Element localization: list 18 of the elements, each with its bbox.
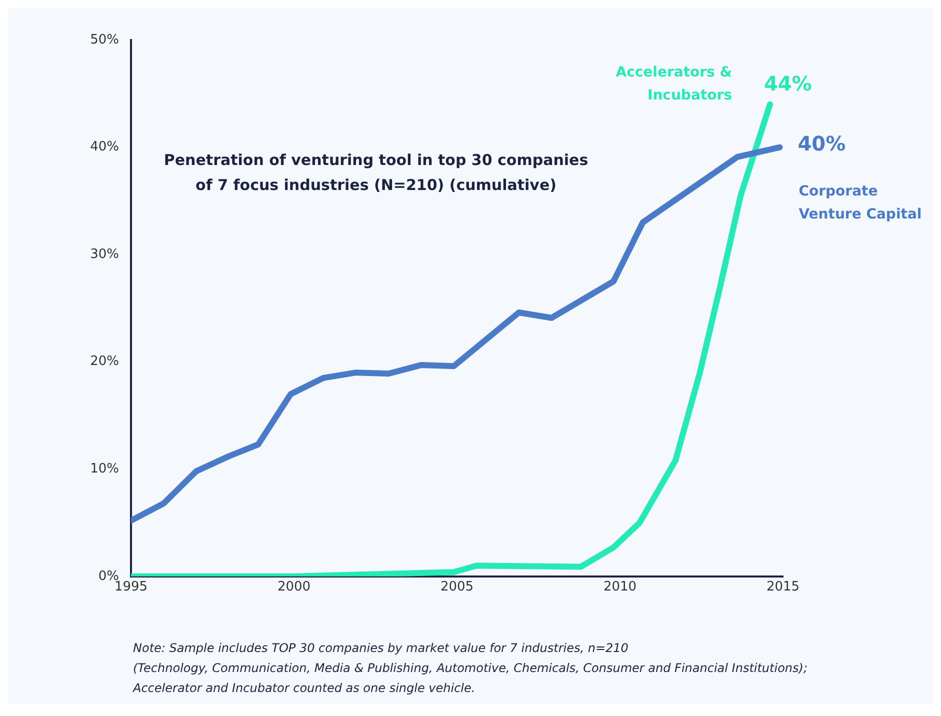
text: Note: Sample includes TOP 30 companies by market value for 7 industries, n=210 xyxy=(133,640,630,657)
data-label: 40% xyxy=(798,131,846,156)
x-tick-label: 2015 xyxy=(766,580,800,595)
text: Corporate Venture Capital xyxy=(798,183,922,222)
text: Penetration of venturing tool in top 30 companies of 7 focus industries (N=210) (cumulative) xyxy=(164,151,588,194)
text: Accelerator and Incubator counted as one single vehicle. xyxy=(133,680,476,697)
y-tick-label: 40% xyxy=(90,140,119,155)
x-tick-label: 2005 xyxy=(440,580,474,595)
x-tick-label: 2010 xyxy=(603,580,637,595)
x-tick-label: 1995 xyxy=(114,580,148,595)
y-tick-label: 10% xyxy=(90,461,119,476)
data-label: 44% xyxy=(764,71,812,96)
x-tick-label: 2000 xyxy=(277,580,311,595)
y-tick-label: 20% xyxy=(90,354,119,370)
y-tick-label: 30% xyxy=(90,246,119,262)
y-tick-label: 50% xyxy=(90,32,119,48)
text: (Technology, Communication, Media & Publishing, Automotive, Chemicals, Consumer and Financial Institutions); xyxy=(133,660,809,677)
text: Accelerators & Incubators xyxy=(616,64,732,104)
